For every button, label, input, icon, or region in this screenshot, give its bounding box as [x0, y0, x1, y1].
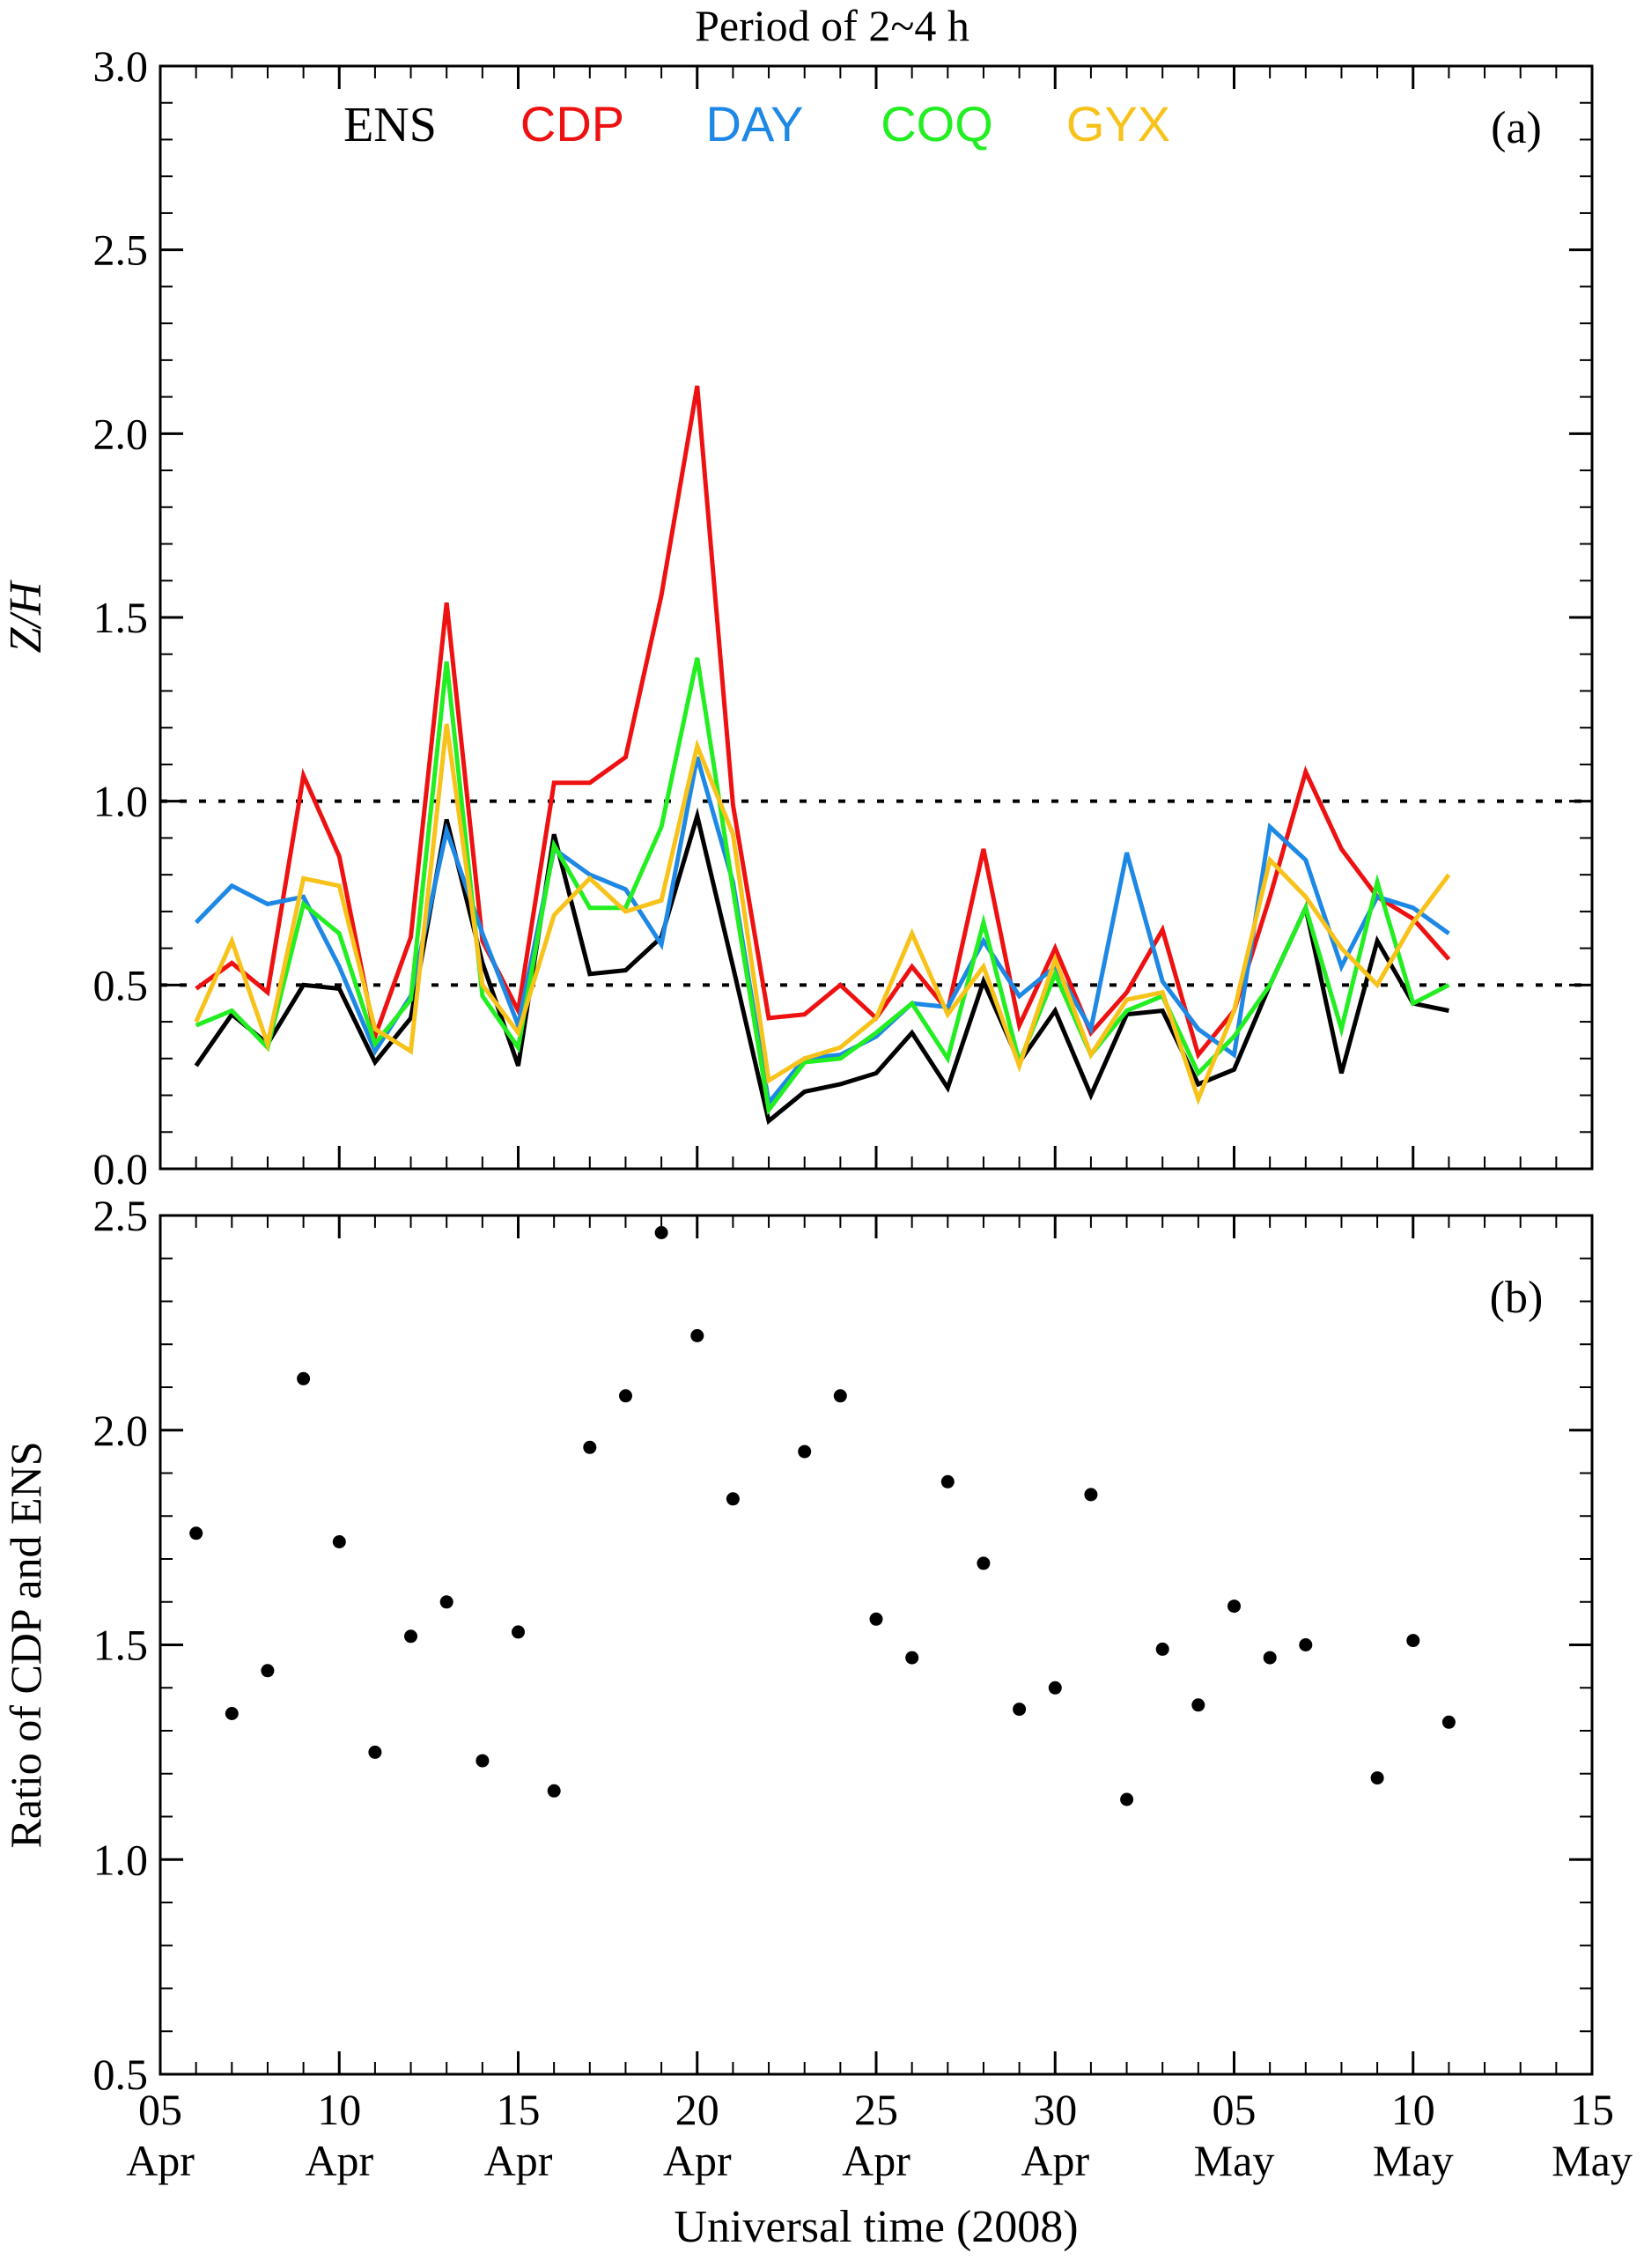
ratio-point	[1013, 1703, 1027, 1717]
legend-cdp: CDP	[520, 96, 624, 151]
x-tick-label-month: May	[1194, 2136, 1275, 2185]
ratio-point	[690, 1329, 704, 1342]
ratio-point	[977, 1556, 991, 1570]
x-tick-label-day: 25	[854, 2085, 898, 2134]
legend: ENS CDP DAY COQ GYX	[343, 96, 1170, 152]
ratio-point	[189, 1526, 203, 1540]
ratio-point	[1406, 1634, 1420, 1648]
figure-title: Period of 2~4 h	[695, 1, 969, 50]
panel-b-ytick-label: 2.5	[93, 1191, 149, 1240]
x-tick-label-day: 30	[1033, 2085, 1077, 2134]
panel-a-ylabel: Z/H	[1, 580, 51, 653]
ratio-point	[297, 1371, 311, 1385]
panel-b-ytick-label: 1.0	[93, 1835, 149, 1884]
x-tick-label-month: May	[1552, 2136, 1633, 2185]
series-line-gyx	[194, 723, 1451, 1105]
ratio-point	[332, 1535, 346, 1548]
x-tick-label-day: 20	[675, 2085, 719, 2134]
panel-b-ytick-label: 1.5	[93, 1621, 149, 1670]
ratio-point	[619, 1389, 632, 1403]
ratio-point	[1370, 1771, 1384, 1785]
ratio-point	[225, 1707, 239, 1720]
ratio-point	[1441, 1715, 1456, 1729]
series-line-coq	[195, 657, 1450, 1116]
panel-a-ytick-label: 3.0	[93, 41, 149, 91]
ratio-point	[1263, 1651, 1277, 1665]
x-tick-label-day: 05	[138, 2085, 182, 2134]
panel-a-ytick-label: 0.0	[93, 1144, 149, 1193]
ratio-point	[1155, 1642, 1169, 1656]
panel-a-series	[194, 385, 1451, 1126]
x-tick-label-month: Apr	[663, 2136, 732, 2185]
legend-day: DAY	[706, 96, 804, 151]
ratio-point	[439, 1595, 453, 1609]
panel-a-ytick-label: 2.5	[93, 225, 149, 275]
ratio-point	[940, 1474, 955, 1489]
x-tick-label-day: 15	[1570, 2085, 1614, 2134]
ratio-point	[512, 1625, 525, 1639]
panel-b: 0.5 1.0 1.5 2.0 2.5 (b) Ratio of CDP and ENS	[1, 1191, 1594, 2099]
ratio-point	[1084, 1488, 1098, 1502]
x-tick-label-month: Apr	[126, 2136, 195, 2185]
x-tick-label-day: 15	[497, 2085, 541, 2134]
ratio-point	[869, 1612, 883, 1626]
ratio-point	[905, 1651, 919, 1665]
ratio-point	[833, 1389, 847, 1403]
ratio-point	[547, 1784, 561, 1798]
panel-a-frame	[159, 64, 1594, 1171]
x-tick-label-month: Apr	[484, 2136, 553, 2185]
ratio-point	[368, 1745, 382, 1759]
legend-gyx: GYX	[1066, 96, 1170, 151]
x-tick-label-day: 05	[1213, 2085, 1257, 2134]
panel-a-ytick-label: 1.0	[93, 777, 149, 826]
ratio-point	[1120, 1792, 1134, 1806]
panel-b-points	[189, 1226, 1456, 1806]
ratio-point	[404, 1629, 417, 1644]
ratio-point	[1299, 1638, 1313, 1651]
panel-b-ylabel: Ratio of CDP and ENS	[1, 1441, 50, 1848]
ratio-point	[1227, 1599, 1241, 1614]
legend-coq: COQ	[881, 96, 993, 151]
series-line-ens	[194, 807, 1449, 1126]
panel-b-frame	[159, 1214, 1594, 2076]
ratio-point	[261, 1664, 275, 1678]
ratio-point	[726, 1492, 740, 1506]
ratio-point	[1048, 1681, 1062, 1695]
panel-a-ytick-label: 1.5	[93, 593, 149, 642]
ratio-point	[583, 1440, 597, 1454]
panel-b-label: (b)	[1490, 1273, 1544, 1323]
x-tick-label-month: Apr	[1021, 2136, 1089, 2185]
x-tick-label-day: 10	[1391, 2085, 1435, 2134]
panel-a: 0.0 0.5 1.0 1.5 2.0 2.5 3.0 (a) Z/H ENS CDP DAY C…	[1, 41, 1594, 1193]
panel-a-ticks: 0.0 0.5 1.0 1.5 2.0 2.5 3.0	[93, 41, 1594, 1193]
legend-ens: ENS	[343, 98, 437, 152]
ratio-point	[1191, 1698, 1205, 1712]
panel-b-ytick-label: 2.0	[93, 1406, 149, 1455]
x-tick-labels: 05Apr10Apr15Apr20Apr25Apr30Apr05May10May…	[126, 2085, 1633, 2185]
x-axis-label: Universal time (2008)	[674, 2202, 1078, 2252]
panel-b-ytick-label: 0.5	[93, 2050, 149, 2099]
panel-a-ytick-label: 0.5	[93, 960, 149, 1009]
x-tick-label-month: Apr	[842, 2136, 910, 2185]
x-tick-label-day: 10	[317, 2085, 361, 2134]
x-tick-label-month: May	[1373, 2136, 1454, 2185]
panel-b-ticks: 0.5 1.0 1.5 2.0 2.5	[93, 1191, 1594, 2099]
ratio-point	[476, 1754, 490, 1768]
series-line-cdp	[195, 385, 1451, 1060]
x-tick-label-month: Apr	[305, 2136, 373, 2185]
panel-a-ytick-label: 2.0	[93, 409, 149, 458]
ratio-point	[798, 1444, 812, 1459]
ratio-point	[654, 1226, 668, 1239]
panel-a-label: (a)	[1491, 103, 1542, 153]
